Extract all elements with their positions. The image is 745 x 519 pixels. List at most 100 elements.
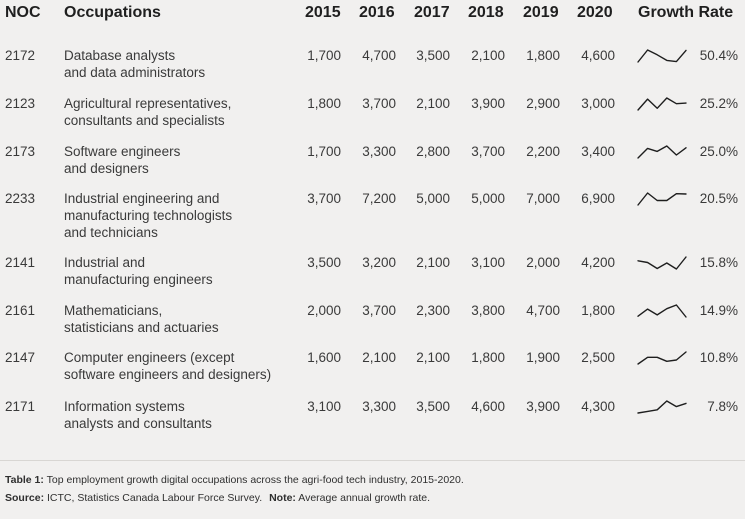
- caption-text: Top employment growth digital occupation…: [46, 474, 464, 486]
- value-2020: 4,200: [581, 255, 615, 270]
- growth-rate-value: 25.0%: [699, 144, 738, 159]
- header-2019: 2019: [523, 4, 559, 21]
- value-2020: 3,400: [581, 144, 615, 159]
- growth-rate-value: 20.5%: [699, 191, 738, 206]
- header-noc: NOC: [5, 4, 41, 21]
- occupation-name: Computer engineers (except software engin…: [64, 349, 304, 383]
- value-2016: 4,700: [362, 48, 396, 63]
- noc-code: 2172: [5, 48, 36, 63]
- value-2018: 3,800: [471, 303, 505, 318]
- value-2015: 3,700: [307, 191, 341, 206]
- occupation-name: Industrial engineering and manufacturing …: [64, 190, 304, 241]
- occupation-line: Industrial and: [64, 255, 146, 270]
- header-2018: 2018: [468, 4, 504, 21]
- header-occupations: Occupations: [64, 4, 161, 21]
- occupation-line: Industrial engineering and: [64, 191, 220, 206]
- growth-rate-value: 15.8%: [699, 255, 738, 270]
- occupation-name: Industrial and manufacturing engineers: [64, 254, 304, 288]
- value-2015: 1,600: [307, 350, 341, 365]
- value-2020: 3,000: [581, 96, 615, 111]
- table-caption: Table 1: Top employment growth digital o…: [5, 474, 464, 486]
- value-2019: 2,200: [526, 144, 560, 159]
- value-2015: 1,700: [307, 144, 341, 159]
- value-2019: 1,800: [526, 48, 560, 63]
- sparkline-path: [637, 400, 687, 414]
- value-2016: 3,700: [362, 303, 396, 318]
- header-growth-rate: Growth Rate: [638, 4, 734, 21]
- noc-code: 2123: [5, 96, 36, 111]
- growth-sparkline: [637, 49, 687, 63]
- note-text: Average annual growth rate.: [298, 492, 431, 504]
- occupation-line: consultants and specialists: [64, 113, 225, 128]
- occupation-line: and data administrators: [64, 65, 206, 80]
- occupation-name: Information systems analysts and consulta…: [64, 398, 304, 432]
- occupation-line: and technicians: [64, 225, 158, 240]
- value-2017: 2,100: [416, 350, 450, 365]
- occupation-line: Agricultural representatives,: [64, 96, 232, 111]
- growth-rate-value: 14.9%: [699, 303, 738, 318]
- growth-rate-value: 10.8%: [699, 350, 738, 365]
- value-2020: 4,600: [581, 48, 615, 63]
- value-2016: 7,200: [362, 191, 396, 206]
- value-2019: 3,900: [526, 399, 560, 414]
- occupation-line: Database analysts: [64, 48, 176, 63]
- growth-sparkline: [637, 400, 687, 414]
- value-2019: 7,000: [526, 191, 560, 206]
- noc-code: 2161: [5, 303, 36, 318]
- source-label: Source:: [5, 492, 45, 504]
- growth-sparkline: [637, 97, 687, 111]
- sparkline-path: [637, 145, 687, 159]
- value-2018: 3,100: [471, 255, 505, 270]
- growth-sparkline: [637, 351, 687, 365]
- table-source: Source: ICTC, Statistics Canada Labour F…: [5, 492, 430, 504]
- value-2020: 2,500: [581, 350, 615, 365]
- value-2016: 3,300: [362, 399, 396, 414]
- value-2015: 3,100: [307, 399, 341, 414]
- value-2017: 3,500: [416, 48, 450, 63]
- value-2016: 3,200: [362, 255, 396, 270]
- occupation-line: Software engineers: [64, 144, 181, 159]
- sparkline-path: [637, 351, 687, 365]
- sparkline-path: [637, 192, 687, 206]
- value-2020: 1,800: [581, 303, 615, 318]
- value-2015: 2,000: [307, 303, 341, 318]
- noc-code: 2173: [5, 144, 36, 159]
- growth-sparkline: [637, 145, 687, 159]
- sparkline-path: [637, 97, 687, 111]
- noc-code: 2147: [5, 350, 36, 365]
- caption-label: Table 1:: [5, 474, 44, 486]
- header-2020: 2020: [577, 4, 613, 21]
- growth-sparkline: [637, 256, 687, 270]
- value-2018: 5,000: [471, 191, 505, 206]
- value-2019: 2,000: [526, 255, 560, 270]
- occupation-line: manufacturing engineers: [64, 272, 213, 287]
- occupation-line: Information systems: [64, 399, 185, 414]
- value-2017: 2,100: [416, 255, 450, 270]
- value-2017: 2,800: [416, 144, 450, 159]
- occupation-name: Database analysts and data administrators: [64, 47, 304, 81]
- header-2017: 2017: [414, 4, 450, 21]
- occupation-line: and designers: [64, 161, 149, 176]
- value-2019: 4,700: [526, 303, 560, 318]
- value-2019: 1,900: [526, 350, 560, 365]
- growth-rate-value: 25.2%: [699, 96, 738, 111]
- value-2018: 2,100: [471, 48, 505, 63]
- occupation-name: Agricultural representatives, consultants…: [64, 95, 304, 129]
- growth-sparkline: [637, 304, 687, 318]
- noc-code: 2171: [5, 399, 36, 414]
- value-2015: 1,700: [307, 48, 341, 63]
- value-2018: 1,800: [471, 350, 505, 365]
- occupation-line: statisticians and actuaries: [64, 320, 219, 335]
- value-2017: 2,300: [416, 303, 450, 318]
- noc-code: 2233: [5, 191, 36, 206]
- value-2018: 3,900: [471, 96, 505, 111]
- footer-divider: [0, 460, 745, 461]
- header-2016: 2016: [359, 4, 395, 21]
- occupation-name: Mathematicians, statisticians and actuari…: [64, 302, 304, 336]
- value-2020: 4,300: [581, 399, 615, 414]
- occupation-line: Mathematicians,: [64, 303, 163, 318]
- sparkline-path: [637, 49, 687, 63]
- occupation-line: manufacturing technologists: [64, 208, 233, 223]
- value-2020: 6,900: [581, 191, 615, 206]
- value-2015: 1,800: [307, 96, 341, 111]
